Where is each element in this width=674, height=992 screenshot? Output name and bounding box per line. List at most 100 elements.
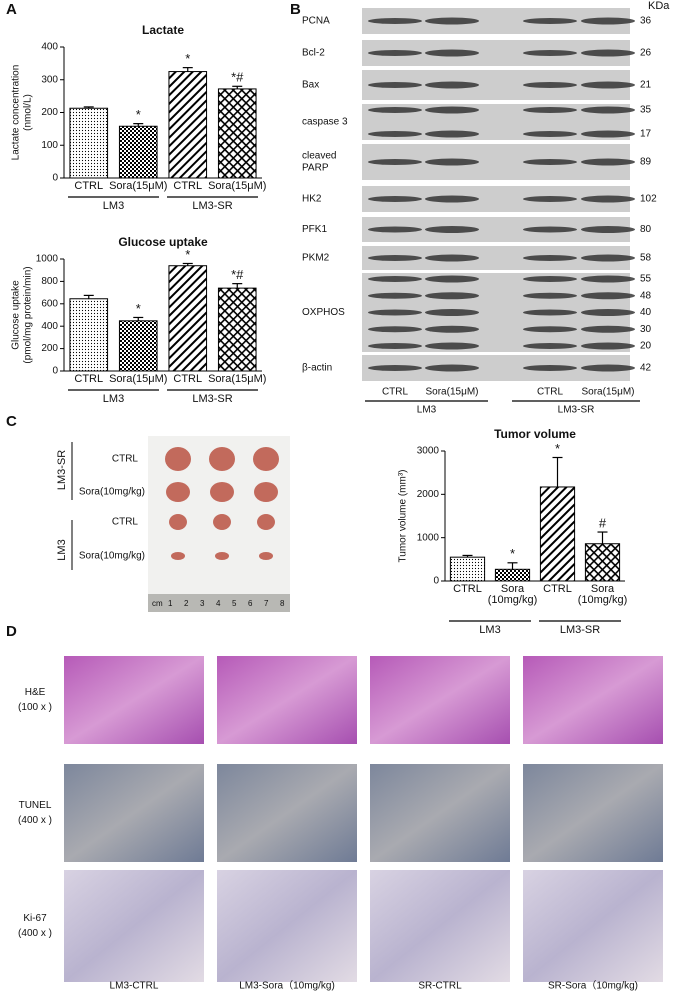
chart-title: Lactate (142, 23, 184, 37)
annotation: *# (231, 267, 244, 282)
y-tick-label: 200 (41, 343, 58, 354)
y-tick-label: 1000 (36, 254, 59, 265)
blot-band (425, 226, 479, 233)
blot-label: Bax (302, 80, 319, 91)
blot-band (581, 195, 635, 203)
blot-band (368, 131, 422, 137)
y-axis-label: (pmol/mg protein/min) (23, 266, 34, 363)
y-tick-label: 0 (433, 576, 439, 587)
x-tick-label: (10mg/kg) (488, 594, 538, 606)
blot-band (425, 106, 479, 114)
kda-label: 48 (640, 290, 652, 301)
micrograph (217, 764, 357, 862)
x-tick-label: (10mg/kg) (578, 594, 628, 606)
annotation: * (510, 546, 515, 561)
blot-band (425, 309, 479, 316)
blot-label: caspase 3 (302, 117, 348, 128)
annotation: * (185, 247, 190, 262)
tumor (213, 514, 231, 530)
annotation: * (136, 301, 141, 316)
panel-letter: C (6, 413, 17, 430)
chart-title: Glucose uptake (118, 235, 208, 249)
blot-band (425, 158, 479, 166)
annotation: *# (231, 70, 244, 85)
micrograph (370, 870, 510, 982)
bar (494, 568, 531, 582)
blot-band (425, 130, 479, 138)
bar (449, 556, 486, 582)
y-axis-label: Lactate concentration (11, 65, 22, 161)
kda-label: 20 (640, 341, 652, 352)
y-tick-label: 100 (41, 140, 58, 151)
tumor (259, 552, 273, 560)
histology-row: (100 x ) (18, 702, 52, 713)
blot-band (523, 292, 577, 299)
blot-band (368, 226, 422, 233)
kda-label: 102 (640, 194, 657, 205)
kda-label: 21 (640, 80, 652, 91)
blot-band (581, 106, 635, 114)
y-axis-label: (nmol/L) (23, 94, 34, 131)
bar (539, 486, 576, 582)
photo-group: LM3-SR (56, 450, 68, 490)
kda-header: KDa (648, 0, 670, 12)
kda-label: 58 (640, 253, 652, 264)
micrograph (523, 656, 663, 744)
tumor (166, 482, 190, 502)
blot-band (523, 50, 577, 56)
blot-label: cleaved (302, 151, 336, 162)
blot-band (581, 254, 635, 262)
blot-band (523, 82, 577, 88)
x-tick-label: Sora(15μM) (208, 180, 266, 192)
group-label: LM3-SR (192, 200, 232, 212)
kda-label: 35 (640, 105, 652, 116)
blot-band (523, 196, 577, 202)
histology-column: SR-CTRL (418, 981, 462, 992)
tumor (171, 552, 185, 560)
x-tick-label: CTRL (543, 583, 572, 595)
blot-band (523, 276, 577, 282)
blot-band (425, 17, 479, 25)
tumor (210, 482, 234, 502)
photo-row: Sora(10mg/kg) (79, 551, 145, 562)
blot-band (581, 49, 635, 57)
blot-band (368, 326, 422, 333)
kda-label: 80 (640, 224, 652, 235)
bar (69, 107, 109, 179)
micrograph (523, 764, 663, 862)
histology-row: (400 x ) (18, 815, 52, 826)
blot-band (523, 365, 577, 371)
bar (217, 88, 257, 179)
histology-column: SR-Sora（10mg/kg) (548, 980, 638, 992)
ruler-label: 5 (232, 599, 237, 608)
histology-column: LM3-CTRL (110, 981, 159, 992)
micrograph (64, 656, 204, 744)
x-tick-label: CTRL (173, 180, 202, 192)
y-tick-label: 600 (41, 298, 58, 309)
blot-label: OXPHOS (302, 307, 345, 318)
micrograph (370, 764, 510, 862)
blot-band (425, 275, 479, 283)
panel-letter: B (290, 1, 301, 18)
blot-band (523, 326, 577, 333)
x-tick-label: Sora(15μM) (109, 373, 167, 385)
blot-band (425, 81, 479, 89)
blot-band (523, 159, 577, 165)
blot-band (425, 254, 479, 262)
blot-band (523, 131, 577, 137)
y-tick-label: 2000 (417, 489, 440, 500)
y-tick-label: 1000 (417, 532, 440, 543)
kda-label: 42 (640, 363, 652, 374)
group-label: LM3 (479, 624, 500, 636)
ruler-label: 4 (216, 599, 221, 608)
y-tick-label: 300 (41, 74, 58, 85)
x-tick-label: Sora (501, 583, 525, 595)
blot-band (368, 107, 422, 113)
photo-row: Sora(10mg/kg) (79, 487, 145, 498)
blot-band (523, 107, 577, 113)
micrograph (64, 870, 204, 982)
lane-label: CTRL (382, 387, 409, 398)
y-tick-label: 0 (52, 173, 58, 184)
tumor (165, 447, 191, 471)
